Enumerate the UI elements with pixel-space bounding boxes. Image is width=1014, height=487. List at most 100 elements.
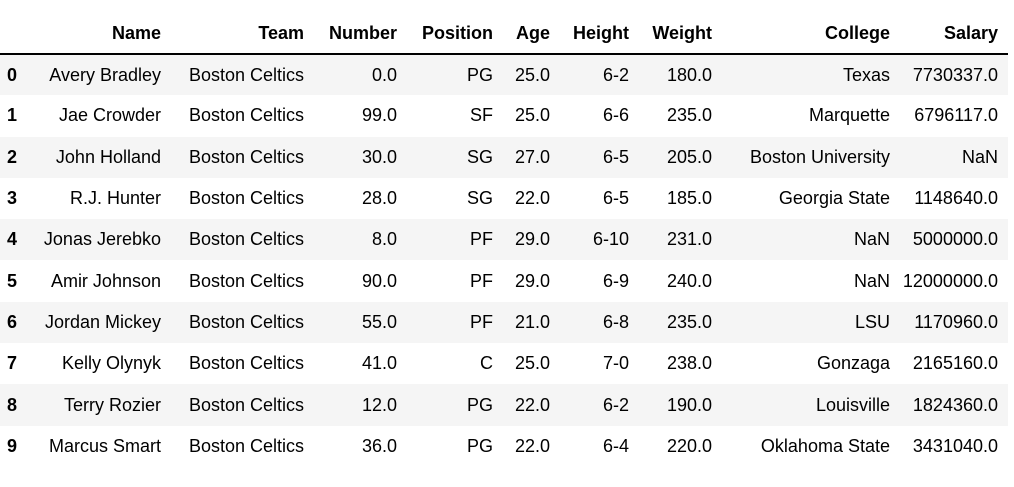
table-row: 0 Avery Bradley Boston Celtics 0.0 PG 25… <box>0 54 1008 96</box>
row-index: 2 <box>7 146 18 167</box>
cell-college: LSU <box>854 311 890 332</box>
cell-salary: 12000000.0 <box>902 270 998 291</box>
row-index: 7 <box>7 353 18 374</box>
row-index: 6 <box>7 311 18 332</box>
cell-weight: 205.0 <box>666 146 712 167</box>
dataframe-table: Name Team Number Position Age Height Wei… <box>0 13 1008 467</box>
cell-salary: 5000000.0 <box>912 229 998 250</box>
cell-height: 6-4 <box>602 435 629 456</box>
cell-name: Jonas Jerebko <box>43 229 161 250</box>
cell-college: Louisville <box>815 394 890 415</box>
cell-salary: 7730337.0 <box>912 64 998 85</box>
cell-college: Georgia State <box>778 188 890 209</box>
cell-number: 8.0 <box>371 229 397 250</box>
row-index: 4 <box>7 229 18 250</box>
cell-height: 6-2 <box>602 64 629 85</box>
cell-number: 55.0 <box>361 311 397 332</box>
cell-name: Jordan Mickey <box>44 311 161 332</box>
cell-weight: 238.0 <box>666 353 712 374</box>
column-header-college: College <box>722 13 900 55</box>
cell-team: Boston Celtics <box>188 64 304 85</box>
cell-position: SF <box>469 105 493 126</box>
row-index: 0 <box>7 64 18 85</box>
cell-number: 12.0 <box>361 394 397 415</box>
cell-college: Oklahoma State <box>760 435 890 456</box>
cell-salary: NaN <box>961 146 998 167</box>
cell-height: 6-2 <box>602 394 629 415</box>
cell-team: Boston Celtics <box>188 435 304 456</box>
cell-age: 25.0 <box>514 64 550 85</box>
cell-number: 90.0 <box>361 270 397 291</box>
table-row: 5 Amir Johnson Boston Celtics 90.0 PF 29… <box>0 260 1008 302</box>
cell-position: PG <box>466 435 493 456</box>
cell-age: 29.0 <box>514 229 550 250</box>
cell-position: PF <box>469 229 493 250</box>
cell-position: SG <box>466 146 493 167</box>
cell-number: 41.0 <box>361 353 397 374</box>
cell-team: Boston Celtics <box>188 146 304 167</box>
cell-team: Boston Celtics <box>188 188 304 209</box>
column-header-position: Position <box>407 13 503 55</box>
cell-weight: 235.0 <box>666 311 712 332</box>
cell-name: Terry Rozier <box>63 394 161 415</box>
cell-college: Marquette <box>808 105 890 126</box>
cell-height: 6-6 <box>602 105 629 126</box>
column-header-weight: Weight <box>639 13 722 55</box>
cell-weight: 180.0 <box>666 64 712 85</box>
cell-weight: 240.0 <box>666 270 712 291</box>
cell-position: SG <box>466 188 493 209</box>
table-row: 2 John Holland Boston Celtics 30.0 SG 27… <box>0 136 1008 178</box>
cell-weight: 185.0 <box>666 188 712 209</box>
cell-number: 30.0 <box>361 146 397 167</box>
row-index: 9 <box>7 435 18 456</box>
cell-number: 0.0 <box>371 64 397 85</box>
cell-team: Boston Celtics <box>188 105 304 126</box>
header-row: Name Team Number Position Age Height Wei… <box>0 13 1008 55</box>
row-index: 3 <box>7 188 18 209</box>
cell-age: 22.0 <box>514 188 550 209</box>
table-row: 1 Jae Crowder Boston Celtics 99.0 SF 25.… <box>0 95 1008 137</box>
cell-weight: 220.0 <box>666 435 712 456</box>
cell-team: Boston Celtics <box>188 229 304 250</box>
cell-age: 25.0 <box>514 105 550 126</box>
cell-height: 6-5 <box>602 146 629 167</box>
cell-name: R.J. Hunter <box>69 188 161 209</box>
table-row: 3 R.J. Hunter Boston Celtics 28.0 SG 22.… <box>0 177 1008 220</box>
column-header-age: Age <box>503 13 560 55</box>
cell-team: Boston Celtics <box>188 353 304 374</box>
table-row: 6 Jordan Mickey Boston Celtics 55.0 PF 2… <box>0 301 1008 344</box>
cell-weight: 235.0 <box>666 105 712 126</box>
row-index: 5 <box>7 270 18 291</box>
cell-college: Boston University <box>749 146 890 167</box>
index-header <box>0 13 33 55</box>
cell-team: Boston Celtics <box>188 270 304 291</box>
cell-age: 29.0 <box>514 270 550 291</box>
cell-college: Texas <box>842 64 890 85</box>
row-index: 1 <box>7 105 18 126</box>
cell-name: Kelly Olynyk <box>61 353 161 374</box>
cell-name: Marcus Smart <box>48 435 161 456</box>
cell-age: 27.0 <box>514 146 550 167</box>
row-index: 8 <box>7 394 18 415</box>
column-header-height: Height <box>560 13 639 55</box>
cell-name: John Holland <box>55 146 161 167</box>
table-row: 8 Terry Rozier Boston Celtics 12.0 PG 22… <box>0 384 1008 426</box>
table-row: 4 Jonas Jerebko Boston Celtics 8.0 PF 29… <box>0 219 1008 261</box>
table-row: 7 Kelly Olynyk Boston Celtics 41.0 C 25.… <box>0 343 1008 385</box>
cell-height: 7-0 <box>602 353 629 374</box>
cell-height: 6-5 <box>602 188 629 209</box>
column-header-salary: Salary <box>900 13 1008 55</box>
cell-age: 21.0 <box>514 311 550 332</box>
cell-number: 28.0 <box>361 188 397 209</box>
cell-age: 22.0 <box>514 435 550 456</box>
table-body: 0 Avery Bradley Boston Celtics 0.0 PG 25… <box>0 54 1008 467</box>
cell-height: 6-8 <box>602 311 629 332</box>
cell-college: NaN <box>853 229 890 250</box>
cell-name: Avery Bradley <box>49 64 161 85</box>
cell-salary: 3431040.0 <box>912 435 998 456</box>
cell-college: NaN <box>853 270 890 291</box>
table-row: 9 Marcus Smart Boston Celtics 36.0 PG 22… <box>0 425 1008 467</box>
cell-number: 36.0 <box>361 435 397 456</box>
cell-height: 6-10 <box>592 229 629 250</box>
